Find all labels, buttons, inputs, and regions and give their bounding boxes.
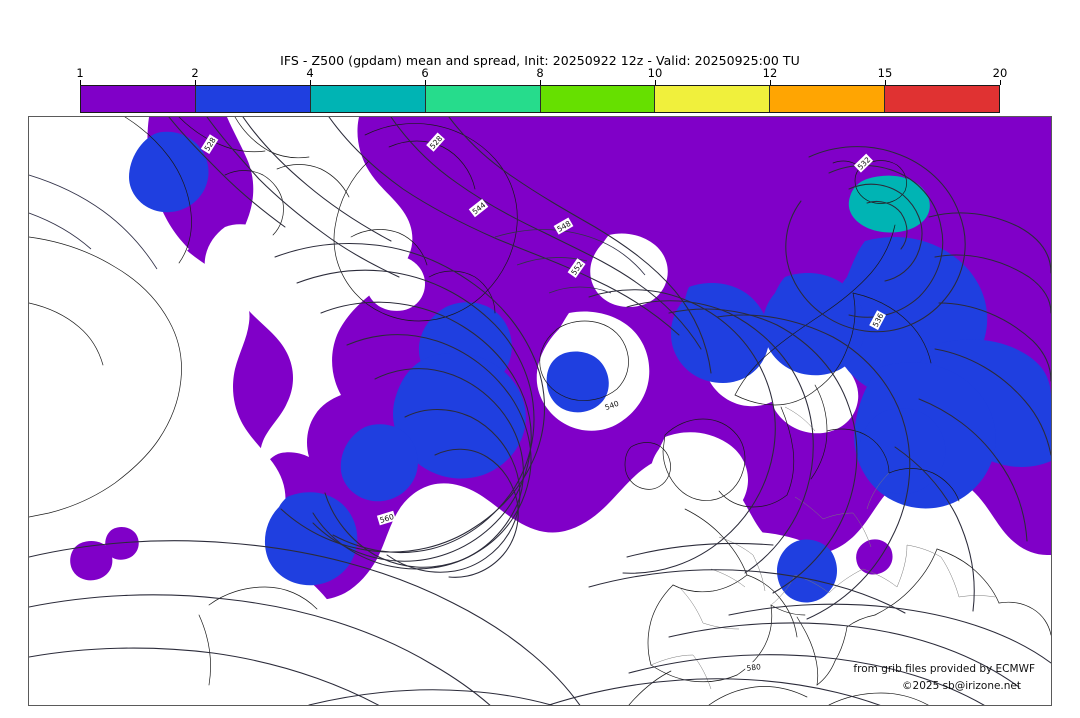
colorbar-tickmark-15 xyxy=(884,80,886,85)
country-borders xyxy=(650,406,996,690)
colorbar-tickmark-4 xyxy=(309,80,311,85)
colorbar-segment-2-4 xyxy=(195,86,311,112)
colorbar-tick-2: 2 xyxy=(191,66,199,80)
copyright-credit: ©2025 sb@irizone.net xyxy=(902,680,1021,692)
map-canvas[interactable]: 528 528 544 548 552 540 560 580 532 536 … xyxy=(28,116,1052,706)
colorbar-tickmark-20 xyxy=(999,80,1001,85)
colorbar-segment-1-2 xyxy=(81,86,196,112)
spread-islands xyxy=(70,526,893,581)
colorbar-tickmark-1 xyxy=(79,80,81,85)
colorbar-tick-8: 8 xyxy=(536,66,544,80)
colorbar-tickmark-10 xyxy=(654,80,656,85)
colorbar-tickmark-12 xyxy=(769,80,771,85)
colorbar-tickmark-6 xyxy=(424,80,426,85)
colorbar-segment-10-12 xyxy=(655,86,771,112)
colorbar-segment-8-10 xyxy=(540,86,656,112)
colorbar-tick-12: 12 xyxy=(762,66,778,80)
colorbar: 1 2 4 6 8 10 12 15 20 xyxy=(76,67,1007,113)
map-svg xyxy=(29,117,1051,705)
colorbar-segment-15-20 xyxy=(885,86,999,112)
colorbar-tickmark-2 xyxy=(194,80,196,85)
contour-label: 580 xyxy=(744,660,763,674)
colorbar-tick-labels: 1 2 4 6 8 10 12 15 20 xyxy=(76,66,1007,85)
colorbar-tick-4: 4 xyxy=(306,66,314,80)
colorbar-tick-1: 1 xyxy=(76,66,84,80)
z500-mean-contours xyxy=(29,117,1051,705)
colorbar-gradient xyxy=(80,85,1000,113)
z500-secondary-contours xyxy=(29,174,646,294)
colorbar-tickmark-8 xyxy=(539,80,541,85)
colorbar-tick-20: 20 xyxy=(992,66,1008,80)
colorbar-segment-4-6 xyxy=(310,86,426,112)
colorbar-tick-6: 6 xyxy=(421,66,429,80)
page-title: IFS - Z500 (gpdam) mean and spread, Init… xyxy=(280,53,800,68)
colorbar-segment-12-15 xyxy=(770,86,886,112)
spread-shading-2-4 xyxy=(129,131,1051,603)
grib-credit: from grib files provided by ECMWF xyxy=(853,663,1035,675)
colorbar-tick-15: 15 xyxy=(877,66,893,80)
colorbar-segment-6-8 xyxy=(425,86,541,112)
colorbar-tick-10: 10 xyxy=(647,66,663,80)
